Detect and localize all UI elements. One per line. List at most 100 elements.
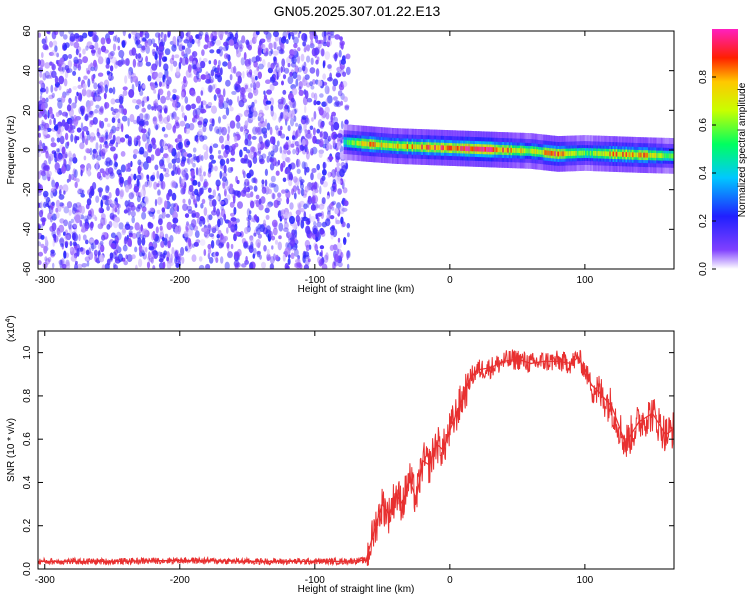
noise-cell [188,239,192,247]
noise-cell [270,150,275,157]
signal-cell [432,145,435,150]
noise-cell [61,146,66,155]
noise-cell [82,56,88,64]
noise-cell [86,89,92,98]
noise-cell [250,83,253,88]
noise-cell [95,96,101,102]
noise-cell [295,148,299,154]
noise-cell [259,116,265,124]
signal-cell [505,147,508,153]
noise-cell [280,112,284,119]
x-tick-label: -200 [170,575,190,586]
noise-cell [183,76,187,84]
noise-cell [264,179,268,187]
noise-cell [45,86,49,94]
signal-cell [622,152,625,157]
noise-cell [190,157,194,165]
noise-cell [319,252,322,257]
noise-cell [113,198,117,204]
noise-cell [332,116,338,124]
noise-cell [287,105,290,113]
signal-cell [667,153,670,159]
noise-cell [117,253,123,263]
noise-cell [225,79,231,87]
noise-cell [158,32,161,41]
noise-cell [149,207,155,213]
noise-cell [203,181,209,188]
noise-cell [40,234,45,240]
noise-cell [258,63,264,70]
noise-cell [45,97,49,103]
noise-cell [314,243,319,252]
noise-cell [44,113,48,120]
noise-cell [219,33,223,41]
noise-cell [161,210,166,219]
noise-cell [275,170,280,176]
noise-cell [310,39,314,47]
noise-cell [265,214,270,220]
noise-cell [340,58,346,65]
noise-cell [281,153,288,161]
noise-cell [100,45,107,53]
signal-cell [414,144,418,150]
noise-cell [292,48,298,56]
noise-cell [323,254,329,263]
signal-cell [617,151,620,157]
noise-cell [231,90,237,95]
signal-cell [589,150,593,156]
snr-point [557,360,559,363]
noise-cell [244,158,250,164]
noise-cell [346,250,351,259]
noise-cell [305,244,310,252]
noise-cell [285,39,289,44]
noise-cell [142,84,146,89]
noise-cell [229,106,234,112]
noise-cell [186,221,189,227]
noise-cell [339,206,345,215]
signal-cell [424,144,427,150]
signal-cell [544,150,547,155]
noise-cell [346,222,351,229]
noise-cell [192,117,196,123]
noise-cell [90,62,94,68]
noise-cell [144,246,148,253]
noise-cell [190,90,196,97]
noise-cell [154,198,158,207]
noise-cell [51,177,54,185]
noise-cell [138,139,141,147]
noise-cell [118,222,124,230]
y-tick-label: -40 [22,222,33,237]
noise-cell [300,219,305,229]
noise-cell [122,90,128,96]
noise-cell [340,120,344,130]
signal-cell [576,150,580,156]
noise-cell [343,200,349,207]
noise-cell [177,141,183,150]
noise-cell [54,168,60,173]
noise-cell [298,123,302,131]
noise-cell [80,169,83,177]
noise-cell [110,242,116,249]
signal-cell [541,149,544,155]
snr-frame [37,330,675,570]
noise-cell [272,193,276,200]
noise-cell [81,263,88,268]
noise-cell [207,84,213,93]
noise-cell [208,60,212,65]
noise-cell [243,109,250,117]
noise-cell [322,41,328,47]
noise-cell [194,230,200,239]
noise-cell [223,213,227,221]
noise-cell [226,241,230,249]
noise-cell [268,50,273,57]
noise-cell [145,55,149,63]
signal-cell [664,153,667,159]
noise-cell [212,143,219,148]
noise-cell [69,247,73,252]
noise-cell [207,187,212,193]
noise-cell [289,202,294,210]
noise-cell [213,83,217,89]
noise-cell [144,42,151,50]
noise-cell [257,146,262,155]
noise-cell [211,227,217,234]
